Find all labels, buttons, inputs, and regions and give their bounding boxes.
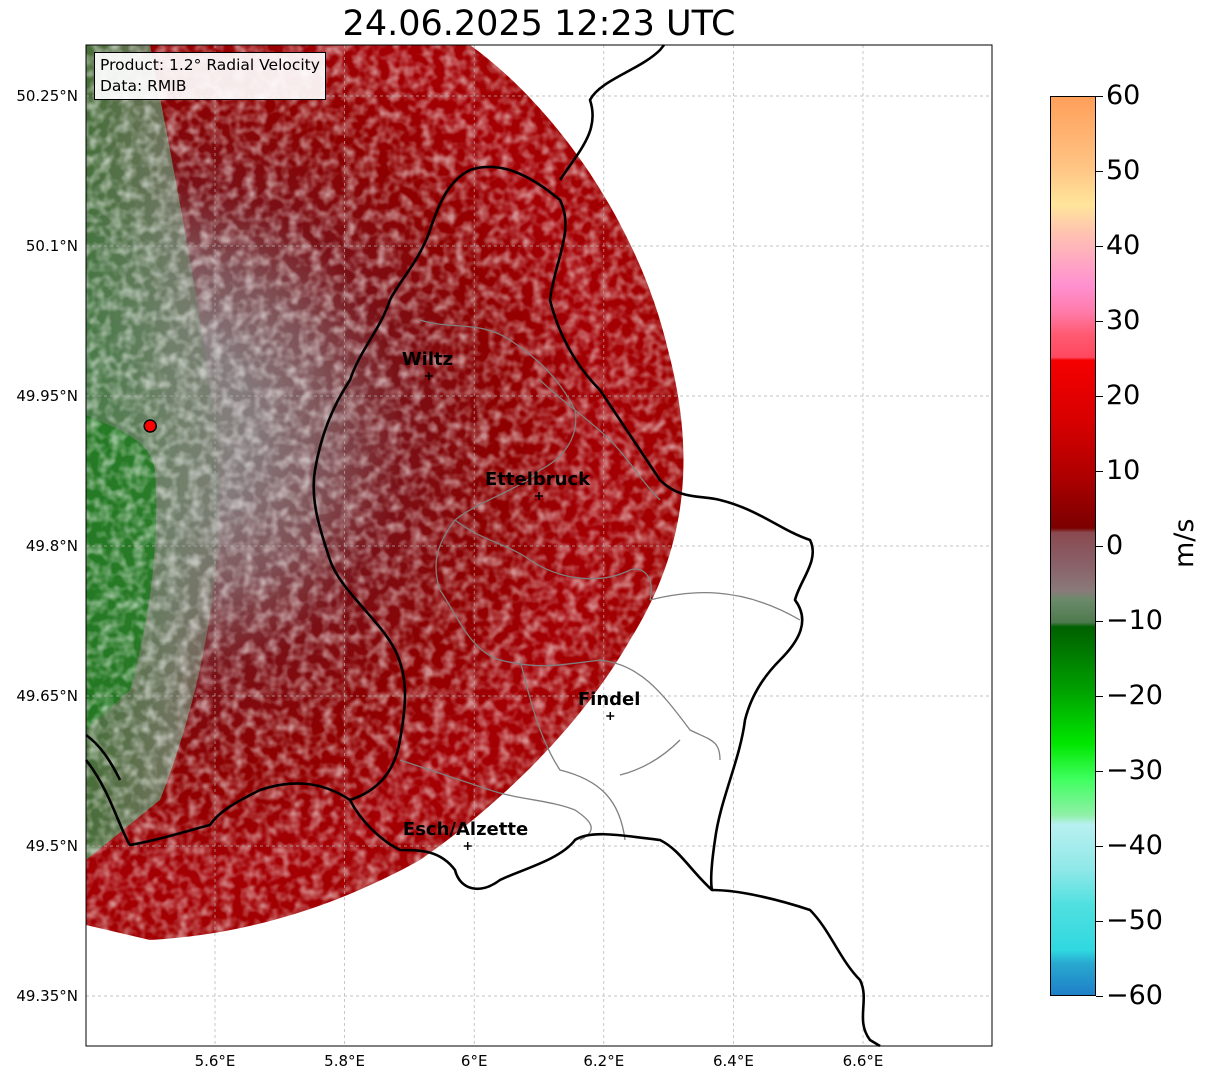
lon-tick-label: 6.6°E (842, 1052, 884, 1070)
colorbar-tick-label: 30 (1106, 305, 1141, 336)
colorbar-tick-label: 50 (1106, 155, 1141, 186)
colorbar-tick (1096, 846, 1103, 847)
colorbar-tick (1096, 171, 1103, 172)
colorbar-tick-label: 20 (1106, 380, 1141, 411)
colorbar-tick-label: 10 (1106, 455, 1141, 486)
national-borders (84, 44, 881, 1048)
city-label: Esch/Alzette (402, 819, 529, 840)
colorbar-tick (1096, 321, 1103, 322)
lon-tick-label: 5.6°E (194, 1052, 236, 1070)
city-markers (424, 372, 615, 850)
lat-tick-label: 50.25°N (16, 87, 78, 105)
colorbar-tick-label: −30 (1106, 755, 1163, 786)
lat-tick-label: 50.1°N (25, 237, 78, 255)
colorbar-tick-label: −40 (1106, 830, 1163, 861)
colorbar-unit: m/s (1169, 518, 1200, 568)
colorbar-tick-label: 60 (1106, 80, 1141, 111)
city-label: Ettelbruck (485, 469, 591, 490)
data-source-label: Data: RMIB (100, 77, 187, 95)
colorbar-tick (1096, 996, 1103, 997)
colorbar-tick (1096, 546, 1103, 547)
colorbar-tick (1096, 921, 1103, 922)
lat-tick-label: 49.65°N (16, 687, 78, 705)
radar-site-marker (143, 419, 157, 433)
colorbar-tick (1096, 696, 1103, 697)
colorbar-tick (1096, 471, 1103, 472)
gridlines (86, 45, 992, 1046)
city-marker (424, 372, 433, 380)
city-marker (606, 712, 615, 720)
product-info-box: Product: 1.2° Radial Velocity Data: RMIB (94, 52, 326, 100)
lat-tick-label: 49.35°N (16, 987, 78, 1005)
lat-tick-label: 49.5°N (25, 837, 78, 855)
lat-tick-label: 49.8°N (25, 537, 78, 555)
colorbar-tick-label: −20 (1106, 680, 1163, 711)
colorbar-tick-label: −50 (1106, 905, 1163, 936)
lon-tick-label: 5.8°E (324, 1052, 366, 1070)
product-label: Product: 1.2° Radial Velocity (100, 56, 320, 74)
lat-tick-label: 49.95°N (16, 387, 78, 405)
city-marker (535, 492, 543, 500)
colorbar-tick (1096, 96, 1103, 97)
city-label: Wiltz (401, 349, 454, 370)
colorbar-tick (1096, 771, 1103, 772)
velocity-colorbar (1050, 96, 1096, 996)
colorbar-tick (1096, 621, 1103, 622)
map-title: 24.06.2025 12:23 UTC (342, 4, 736, 44)
colorbar-tick (1096, 246, 1103, 247)
colorbar-tick-label: 0 (1106, 530, 1124, 561)
colorbar-tick-label: −60 (1106, 980, 1163, 1011)
colorbar-tick-label: 40 (1106, 230, 1141, 261)
plot-frame (85, 44, 993, 1047)
city-marker (463, 842, 472, 850)
lon-tick-label: 6.2°E (583, 1052, 625, 1070)
colorbar-tick (1096, 396, 1103, 397)
lon-tick-label: 6.4°E (712, 1052, 754, 1070)
lon-tick-label: 6°E (460, 1052, 488, 1070)
echo-texture (86, 45, 686, 945)
admin-borders (399, 319, 801, 841)
colorbar-tick-label: −10 (1106, 605, 1163, 636)
city-label: Findel (577, 689, 641, 710)
